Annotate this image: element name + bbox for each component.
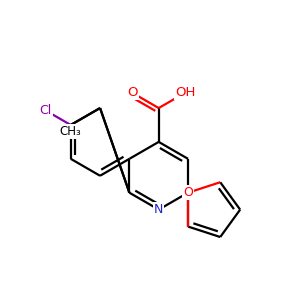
Text: N: N: [154, 203, 164, 216]
Text: OH: OH: [175, 86, 195, 99]
Text: CH₃: CH₃: [60, 125, 82, 138]
Text: O: O: [127, 86, 138, 99]
Text: O: O: [183, 186, 193, 199]
Text: Cl: Cl: [40, 104, 52, 117]
